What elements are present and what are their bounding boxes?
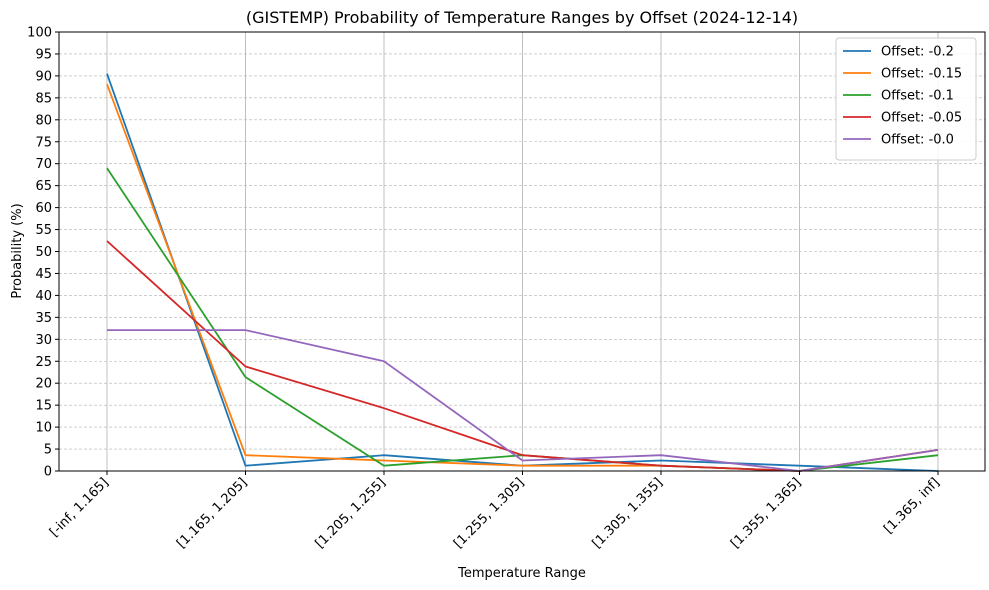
y-tick-label: 15 xyxy=(35,399,52,414)
y-tick-label: 10 xyxy=(35,421,52,436)
y-tick-label: 80 xyxy=(35,113,52,128)
y-tick-label: 20 xyxy=(35,377,52,392)
legend-label: Offset: -0.0 xyxy=(881,133,954,148)
y-tick-label: 25 xyxy=(35,355,52,370)
grid xyxy=(59,31,985,472)
y-tick-label: 0 xyxy=(44,465,52,480)
y-axis-title: Probability (%) xyxy=(10,203,25,298)
legend: Offset: -0.2 Offset: -0.15 Offset: -0.1 Off… xyxy=(835,37,977,161)
y-tick-label: 30 xyxy=(35,333,52,348)
legend-label: Offset: -0.05 xyxy=(881,111,962,126)
y-tick-label: 50 xyxy=(35,245,52,260)
y-tick-label: 45 xyxy=(35,267,52,282)
y-tick-label: 90 xyxy=(35,69,52,84)
y-axis: 0 5 10 15 20 25 30 35 40 45 50 55 60 65 70 75 80 85 90 95 10… xyxy=(27,26,59,480)
x-axis-title: Temperature Range xyxy=(457,566,586,581)
legend-box xyxy=(835,37,977,161)
y-tick-label: 65 xyxy=(35,179,52,194)
y-tick-label: 70 xyxy=(35,157,52,172)
y-tick-label: 60 xyxy=(35,201,52,216)
y-tick-label: 55 xyxy=(35,223,52,238)
legend-label: Offset: -0.1 xyxy=(881,89,954,104)
y-tick-label: 40 xyxy=(35,289,52,304)
y-tick-label: 35 xyxy=(35,311,52,326)
chart-title: (GISTEMP) Probability of Temperature Ran… xyxy=(246,8,798,27)
y-tick-label: 100 xyxy=(27,26,52,41)
legend-label: Offset: -0.15 xyxy=(881,67,962,82)
y-tick-label: 5 xyxy=(44,443,52,458)
y-tick-label: 95 xyxy=(35,47,52,62)
y-tick-label: 75 xyxy=(35,135,52,150)
legend-label: Offset: -0.2 xyxy=(881,45,954,60)
y-tick-label: 85 xyxy=(35,91,52,106)
